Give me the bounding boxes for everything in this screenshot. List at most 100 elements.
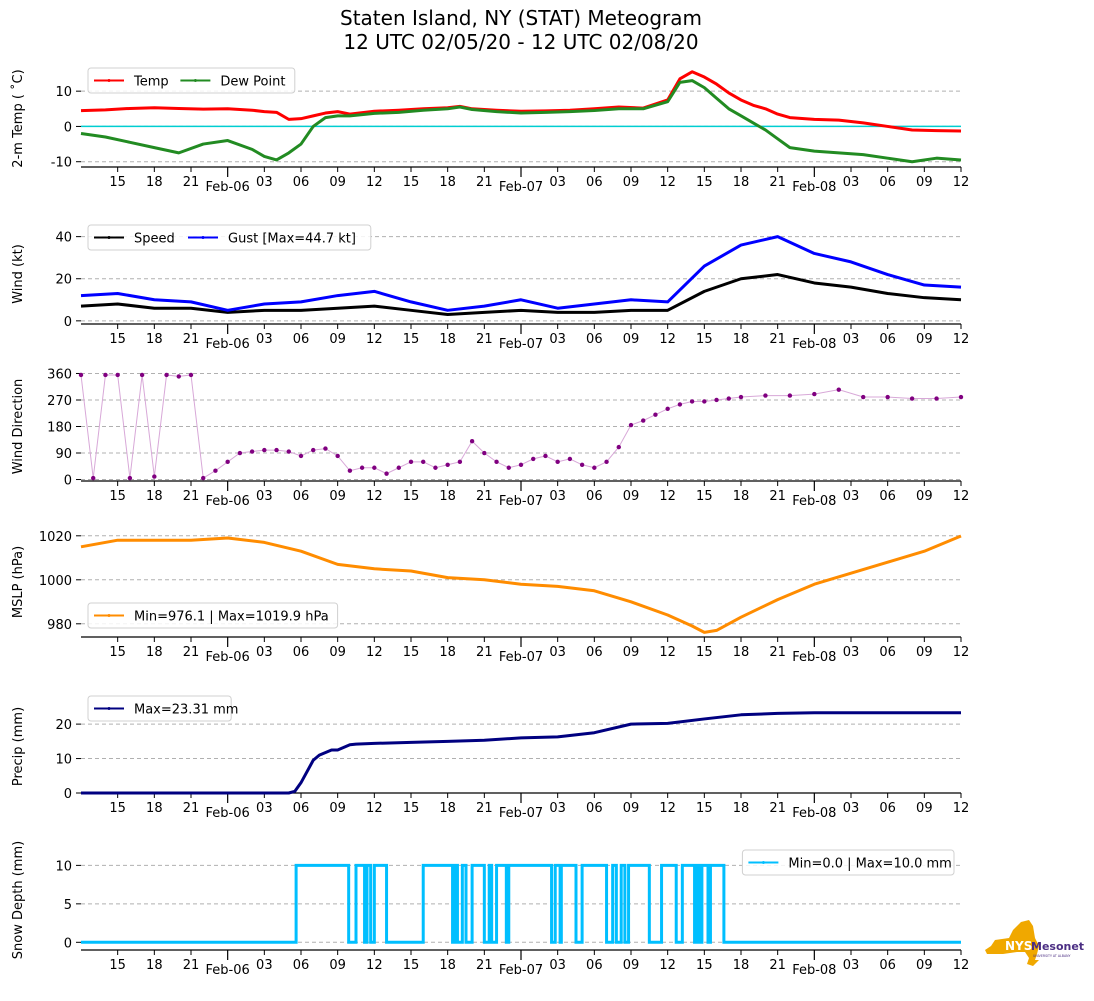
x-tick-label: 12 — [659, 958, 676, 973]
x-day-label: Feb-08 — [792, 806, 836, 821]
x-day-label: Feb-08 — [792, 650, 836, 665]
x-tick-label: 12 — [659, 489, 676, 504]
y-tick-label: 20 — [55, 273, 72, 288]
x-tick-label: 21 — [183, 332, 200, 347]
wind-direction-point — [677, 402, 683, 407]
x-day-label: Feb-08 — [792, 180, 836, 195]
wind-direction-point — [616, 444, 621, 450]
y-tick-label: 10 — [55, 753, 72, 768]
x-tick-label: 15 — [403, 645, 420, 660]
x-tick-label: 15 — [696, 801, 713, 816]
x-tick-label: 15 — [109, 801, 126, 816]
panel-precip: 0 10 20 Precip (mm) 15 18 21 03 06 09 12 15 18 21 03 06… — [11, 695, 969, 821]
wind-direction-point — [262, 447, 267, 453]
wind-direction-connector — [80, 374, 962, 479]
x-tick-label: 12 — [953, 332, 970, 347]
legend-marker — [761, 861, 765, 864]
x-tick-label: 15 — [109, 645, 126, 660]
wind-direction-point — [628, 422, 634, 428]
wind-direction-point — [836, 387, 841, 392]
x-tick-label: 18 — [733, 645, 750, 660]
legend: Min=0.0 | Max=10.0 mm — [741, 849, 955, 876]
chart-title: Staten Island, NY (STAT) Meteogram 12 UT… — [0, 6, 1042, 54]
wind-direction-point — [482, 450, 487, 456]
x-tick-label: 21 — [769, 489, 786, 504]
x-day-label: Feb-06 — [206, 806, 250, 821]
x-tick-label: 18 — [439, 645, 456, 660]
x-tick-label: 12 — [366, 958, 383, 973]
x-tick-label: 06 — [293, 489, 310, 504]
wind-direction-point — [103, 372, 108, 378]
y-tick-label: 360 — [47, 367, 72, 382]
y-tick-label: 10 — [55, 859, 72, 874]
x-tick-label: 15 — [696, 175, 713, 190]
y-tick-label: 0 — [64, 787, 72, 802]
logo-subtext: UNIVERSITY AT ALBANY — [1033, 954, 1071, 958]
legend-label: Speed — [134, 232, 175, 247]
y-tick-label: 20 — [55, 718, 72, 733]
x-tick-label: 06 — [879, 332, 896, 347]
chart-title-line2: 12 UTC 02/05/20 - 12 UTC 02/08/20 — [343, 30, 699, 54]
x-tick-label: 12 — [366, 489, 383, 504]
x-tick-label: 09 — [623, 645, 640, 660]
x-tick-label: 09 — [623, 332, 640, 347]
x-tick-label: 12 — [366, 332, 383, 347]
x-day-label: Feb-06 — [206, 494, 250, 509]
wind-direction-point — [274, 447, 279, 453]
x-tick-label: 06 — [586, 489, 603, 504]
series-line-snow-depth — [81, 863, 961, 944]
x-tick-label: 06 — [586, 958, 603, 973]
legend-marker — [107, 236, 111, 239]
x-tick-label: 12 — [953, 958, 970, 973]
nys-mesonet-logo: NYS Mesonet UNIVERSITY AT ALBANY — [985, 920, 1084, 966]
x-tick-label: 15 — [109, 958, 126, 973]
x-day-label: Feb-07 — [499, 963, 543, 978]
x-tick-label: 03 — [256, 332, 273, 347]
series-line-min-976-1-max-1019-9-hpa — [80, 534, 962, 634]
x-day-label: Feb-06 — [206, 650, 250, 665]
x-tick-label: 09 — [916, 801, 933, 816]
x-tick-label: 18 — [146, 175, 163, 190]
x-tick-label: 06 — [879, 489, 896, 504]
wind-direction-point — [567, 456, 573, 462]
x-tick-label: 21 — [476, 801, 493, 816]
x-tick-label: 21 — [476, 645, 493, 660]
x-tick-label: 21 — [769, 332, 786, 347]
x-tick-label: 06 — [586, 332, 603, 347]
x-tick-label: 18 — [439, 958, 456, 973]
y-axis-label: Wind Direction — [11, 379, 26, 475]
x-tick-label: 09 — [916, 175, 933, 190]
x-tick-label: 12 — [953, 489, 970, 504]
wind-direction-point — [641, 418, 646, 423]
x-tick-label: 18 — [439, 175, 456, 190]
wind-direction-point — [592, 465, 597, 470]
wind-direction-point — [494, 459, 499, 465]
y-tick-label: 270 — [47, 394, 72, 409]
y-tick-label: 980 — [47, 618, 72, 633]
wind-direction-point — [909, 396, 915, 401]
legend-box — [87, 695, 232, 722]
wind-direction-point — [457, 459, 463, 465]
x-tick-label: 09 — [329, 958, 346, 973]
x-day-label: Feb-07 — [499, 180, 543, 195]
y-axis-label: Wind (kt) — [11, 244, 26, 304]
y-tick-label: 10 — [55, 85, 72, 100]
x-tick-label: 12 — [659, 801, 676, 816]
x-tick-label: 09 — [916, 332, 933, 347]
wind-direction-point — [78, 372, 84, 378]
x-day-label: Feb-08 — [792, 337, 836, 352]
x-tick-label: 12 — [659, 645, 676, 660]
x-tick-label: 03 — [843, 801, 860, 816]
logo-nys-text: NYS — [1005, 939, 1032, 953]
wind-direction-point — [543, 453, 548, 459]
series-line-temp — [80, 70, 962, 133]
wind-direction-point — [885, 394, 890, 400]
panel-wind: 0 20 40 Wind (kt) 15 18 21 03 06 09 12 15 18 21 03 06 09… — [11, 224, 970, 352]
y-axis-label: Precip (mm) — [11, 707, 26, 786]
legend-label: Min=976.1 | Max=1019.9 hPa — [134, 610, 329, 625]
wind-direction-point — [958, 394, 964, 400]
wind-direction-point — [689, 399, 695, 404]
wind-direction-point — [164, 372, 169, 378]
x-tick-label: 21 — [769, 645, 786, 660]
